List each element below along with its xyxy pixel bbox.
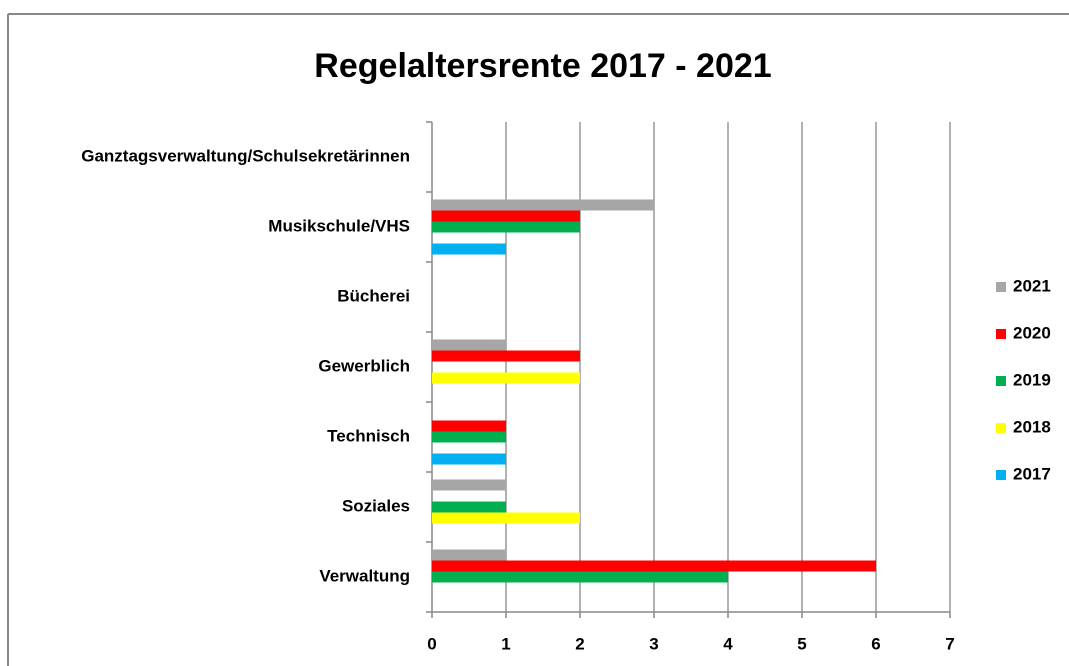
- bar: [432, 199, 654, 211]
- x-tick-label: 7: [945, 634, 954, 653]
- legend-label: 2018: [1013, 417, 1051, 436]
- bar: [432, 350, 580, 362]
- legend-swatch: [996, 376, 1006, 386]
- y-tick-label: Ganztagsverwaltung/Schulsekretärinnen: [81, 146, 410, 165]
- y-tick-label: Bücherei: [337, 286, 410, 305]
- x-tick-label: 2: [575, 634, 584, 653]
- bar: [432, 501, 506, 513]
- legend-swatch: [996, 423, 1006, 433]
- legend-label: 2017: [1013, 464, 1051, 483]
- bar: [432, 210, 580, 222]
- bar: [432, 453, 506, 465]
- x-tick-label: 5: [797, 634, 806, 653]
- y-tick-label: Gewerblich: [318, 356, 410, 375]
- bar: [432, 243, 506, 255]
- y-tick-label: Musikschule/VHS: [268, 216, 410, 235]
- bar: [432, 560, 876, 572]
- bar: [432, 221, 580, 233]
- legend-swatch: [996, 470, 1006, 480]
- bar: [432, 549, 506, 561]
- bar: [432, 431, 506, 443]
- bar: [432, 479, 506, 491]
- legend-swatch: [996, 329, 1006, 339]
- x-tick-label: 1: [501, 634, 510, 653]
- x-tick-label: 3: [649, 634, 658, 653]
- legend-label: 2021: [1013, 276, 1051, 295]
- legend-label: 2020: [1013, 323, 1051, 342]
- bar: [432, 571, 728, 583]
- x-tick-label: 6: [871, 634, 880, 653]
- bar: [432, 339, 506, 351]
- y-tick-label: Soziales: [342, 496, 410, 515]
- y-tick-label: Technisch: [327, 426, 410, 445]
- bar: [432, 512, 580, 524]
- y-tick-label: Verwaltung: [319, 566, 410, 585]
- bar: [432, 420, 506, 432]
- bar: [432, 372, 580, 384]
- legend-swatch: [996, 282, 1006, 292]
- legend-label: 2019: [1013, 370, 1051, 389]
- x-tick-label: 4: [723, 634, 733, 653]
- x-tick-label: 0: [427, 634, 436, 653]
- chart-title: Regelaltersrente 2017 - 2021: [314, 47, 771, 85]
